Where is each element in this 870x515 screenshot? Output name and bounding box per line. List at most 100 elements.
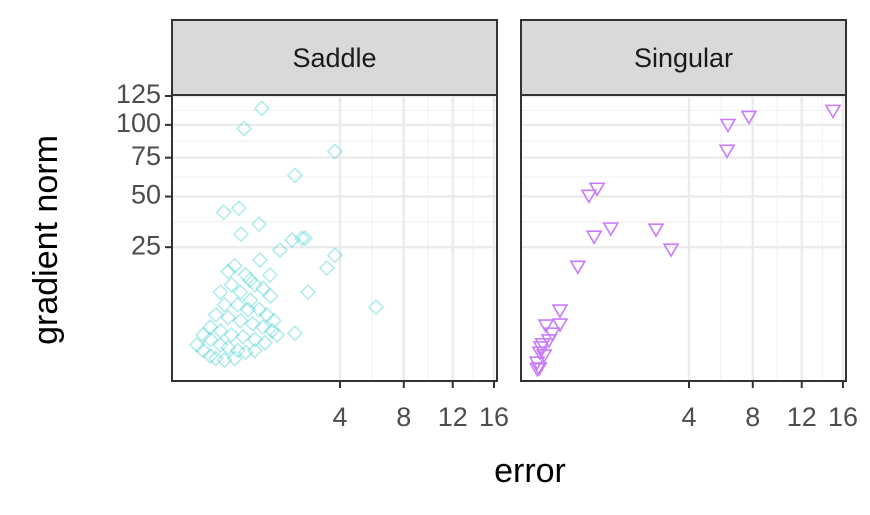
- point: [585, 230, 603, 245]
- point: [265, 312, 282, 329]
- y-tick-label: 125: [116, 79, 161, 109]
- point: [719, 118, 737, 134]
- point: [286, 167, 304, 184]
- point: [237, 344, 254, 361]
- point: [239, 301, 257, 318]
- point: [263, 322, 281, 339]
- point: [215, 204, 232, 221]
- point: [207, 306, 224, 323]
- facet-label: Singular: [634, 43, 733, 73]
- x-tick-label: 8: [745, 402, 760, 432]
- point: [529, 362, 546, 378]
- point: [254, 280, 272, 297]
- point: [246, 276, 264, 293]
- point: [580, 189, 598, 204]
- x-tick-label: 4: [681, 402, 696, 432]
- point: [246, 342, 264, 359]
- point: [537, 319, 555, 334]
- x-axis-title: error: [494, 452, 566, 490]
- point: [284, 231, 301, 249]
- panel-background: [521, 95, 846, 381]
- point: [718, 144, 736, 159]
- point: [212, 284, 229, 301]
- point: [588, 182, 606, 197]
- y-tick-label: 25: [131, 230, 161, 260]
- point: [216, 351, 233, 369]
- point: [253, 100, 270, 117]
- point: [531, 346, 549, 361]
- x-tick-label: 4: [332, 402, 347, 432]
- point: [261, 266, 279, 284]
- point: [254, 318, 272, 336]
- point: [195, 342, 212, 359]
- point: [543, 327, 561, 342]
- point: [662, 243, 680, 258]
- point: [262, 287, 279, 305]
- point: [326, 247, 344, 264]
- x-tick-label: 16: [828, 402, 858, 432]
- point: [534, 338, 552, 353]
- x-tick-label: 16: [479, 402, 509, 432]
- point: [268, 326, 286, 344]
- y-tick-label: 75: [131, 141, 161, 171]
- point: [271, 242, 289, 259]
- panel-background: [172, 95, 497, 381]
- facet-strip: [171, 19, 498, 96]
- point: [188, 336, 206, 354]
- point: [212, 322, 229, 339]
- point: [232, 284, 249, 301]
- point: [367, 299, 385, 316]
- point: [740, 110, 758, 126]
- point: [824, 104, 842, 119]
- point: [229, 342, 246, 359]
- point: [244, 315, 261, 332]
- point: [202, 347, 219, 365]
- point: [296, 230, 314, 247]
- point: [286, 325, 304, 342]
- point: [647, 223, 665, 238]
- y-tick-label: 50: [131, 180, 161, 210]
- point: [232, 312, 249, 329]
- x-tick-label: 8: [396, 402, 411, 432]
- point: [241, 271, 259, 289]
- facet-label: Saddle: [292, 43, 376, 73]
- point: [229, 296, 246, 313]
- point: [246, 331, 264, 348]
- point: [220, 339, 237, 356]
- x-tick-label: 12: [787, 402, 817, 432]
- y-axis-title: gradient norm: [27, 135, 65, 345]
- point: [220, 309, 237, 326]
- point: [242, 292, 259, 309]
- point: [251, 251, 268, 269]
- point: [250, 216, 268, 233]
- facet-strip: [520, 19, 847, 96]
- point: [207, 350, 224, 367]
- y-tick-label: 100: [116, 108, 161, 138]
- point: [318, 259, 336, 277]
- point: [223, 276, 240, 293]
- point: [326, 143, 344, 160]
- point: [551, 304, 569, 319]
- point: [551, 318, 569, 333]
- point: [250, 301, 268, 318]
- point: [293, 230, 311, 247]
- point: [535, 349, 553, 364]
- point: [223, 326, 240, 344]
- point: [232, 226, 250, 243]
- point: [299, 284, 317, 301]
- point: [226, 257, 243, 274]
- point: [195, 326, 212, 344]
- point: [202, 331, 219, 348]
- point: [569, 260, 587, 275]
- point: [602, 222, 620, 237]
- point: [236, 120, 253, 137]
- point: [216, 296, 233, 313]
- point: [202, 318, 219, 336]
- point: [226, 350, 243, 367]
- x-tick-label: 12: [438, 402, 468, 432]
- point: [230, 200, 247, 217]
- point: [256, 334, 274, 351]
- point: [234, 328, 252, 345]
- point: [220, 263, 237, 280]
